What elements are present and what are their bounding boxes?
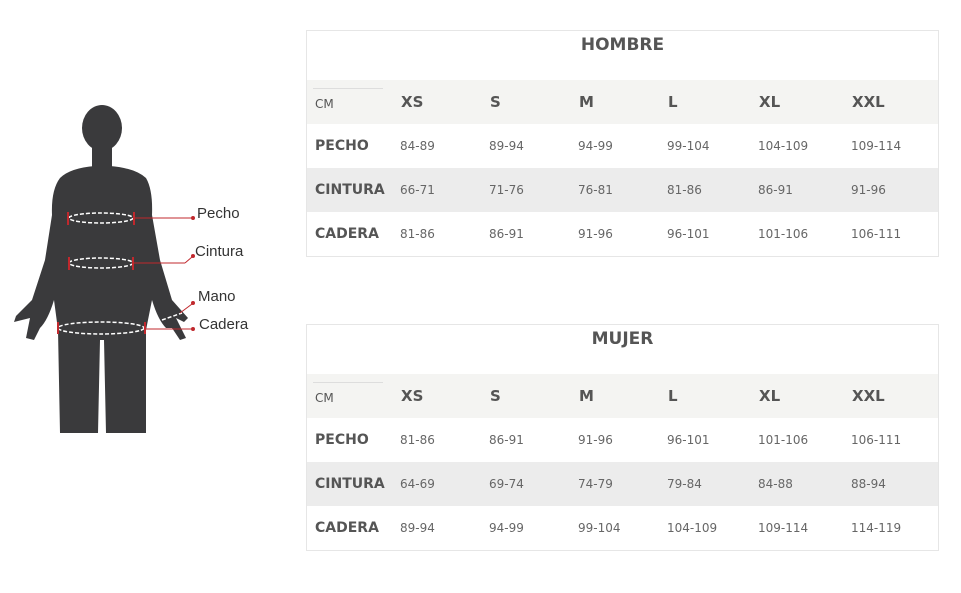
size-value: 81-86 [400,227,435,241]
size-value: 69-74 [489,477,524,491]
size-value: 86-91 [489,433,524,447]
size-value: 109-114 [758,521,809,535]
row-label: CADERA [315,226,379,242]
size-value: 66-71 [400,183,435,197]
row-label: CADERA [315,520,379,536]
size-value: 106-111 [851,227,902,241]
size-header: L [668,387,678,405]
size-value: 104-109 [758,139,809,153]
size-value: 88-94 [851,477,886,491]
size-header: XL [759,387,781,405]
label-mano: Mano [198,288,236,305]
size-header: XXL [852,93,885,111]
label-cintura: Cintura [195,243,244,260]
table-row: CADERA 89-94 94-99 99-104 104-109 109-114 114-… [307,506,938,550]
label-cadera: Cadera [199,316,249,333]
size-value: 89-94 [400,521,435,535]
size-value: 89-94 [489,139,524,153]
size-value: 99-104 [667,139,710,153]
size-value: 104-109 [667,521,718,535]
table-row: PECHO 84-89 89-94 94-99 99-104 104-109 109-114 [307,124,938,168]
size-value: 74-79 [578,477,613,491]
divider [313,382,383,383]
header-row: CM XS S M L XL XXL [307,80,938,124]
size-value: 101-106 [758,433,809,447]
row-label: CINTURA [315,182,385,198]
size-value: 81-86 [667,183,702,197]
table-row: CINTURA 64-69 69-74 74-79 79-84 84-88 88-94 [307,462,938,506]
size-table-mujer: MUJER CM XS S M L XL XXL PECHO 81-86 86-91 91-96 96-… [306,324,939,551]
size-value: 91-96 [578,433,613,447]
size-header: XS [401,387,424,405]
size-header: S [490,387,501,405]
row-label: PECHO [315,138,369,154]
size-value: 96-101 [667,227,710,241]
table-row: PECHO 81-86 86-91 91-96 96-101 101-106 106-111 [307,418,938,462]
size-value: 64-69 [400,477,435,491]
size-header: M [579,387,594,405]
size-header: XL [759,93,781,111]
size-value: 81-86 [400,433,435,447]
size-header: S [490,93,501,111]
row-label: CINTURA [315,476,385,492]
table-title: HOMBRE [580,35,665,55]
size-value: 84-89 [400,139,435,153]
size-value: 71-76 [489,183,524,197]
size-value: 101-106 [758,227,809,241]
size-value: 86-91 [489,227,524,241]
table-row: CINTURA 66-71 71-76 76-81 81-86 86-91 91-96 [307,168,938,212]
size-value: 79-84 [667,477,702,491]
size-value: 94-99 [489,521,524,535]
size-value: 86-91 [758,183,793,197]
size-value: 106-111 [851,433,902,447]
size-value: 94-99 [578,139,613,153]
size-value: 109-114 [851,139,902,153]
unit-label: CM [315,391,334,405]
size-value: 96-101 [667,433,710,447]
body-silhouette [14,105,195,433]
size-value: 114-119 [851,521,902,535]
table-row: CADERA 81-86 86-91 91-96 96-101 101-106 106-11… [307,212,938,256]
size-header: M [579,93,594,111]
size-value: 91-96 [578,227,613,241]
divider [313,88,383,89]
row-label: PECHO [315,432,369,448]
size-value: 84-88 [758,477,793,491]
header-row: CM XS S M L XL XXL [307,374,938,418]
size-header: XXL [852,387,885,405]
size-table-hombre: HOMBRE CM XS S M L XL XXL PECHO 84-89 89-94 94-99 99… [306,30,939,257]
table-title: MUJER [591,329,654,349]
unit-label: CM [315,97,334,111]
size-value: 76-81 [578,183,613,197]
size-header: L [668,93,678,111]
label-pecho: Pecho [197,205,240,222]
size-value: 91-96 [851,183,886,197]
size-header: XS [401,93,424,111]
size-value: 99-104 [578,521,621,535]
